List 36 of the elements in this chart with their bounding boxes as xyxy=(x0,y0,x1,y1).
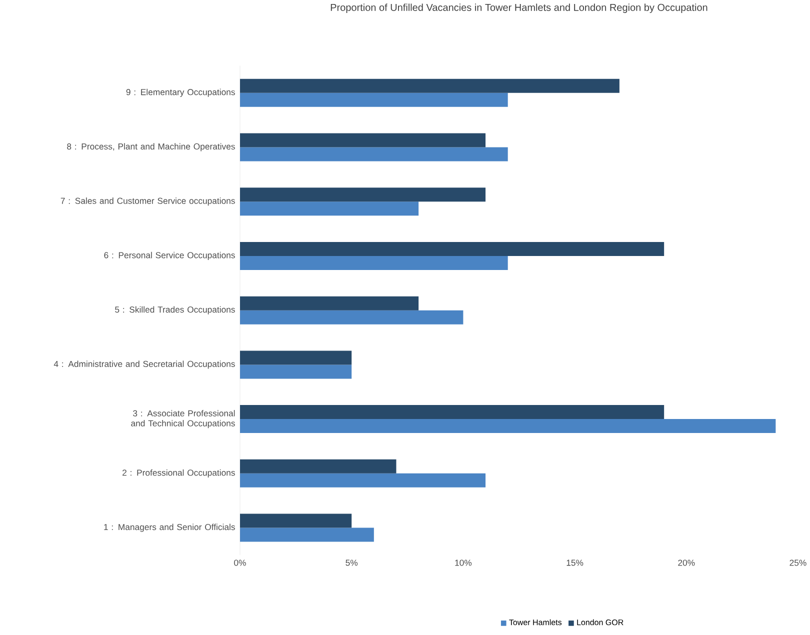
bar xyxy=(240,459,396,474)
bar xyxy=(240,364,352,379)
y-tick-label: 5 : Skilled Trades Occupations xyxy=(115,306,235,314)
y-tick-label: 6 : Personal Service Occupations xyxy=(104,252,235,260)
bar xyxy=(240,310,464,324)
x-tick-label: 0% xyxy=(234,560,246,566)
y-tick-label: 8 : Process, Plant and Machine Operatives xyxy=(67,143,235,152)
y-tick-label: 2 : Professional Occupations xyxy=(122,469,235,478)
bar xyxy=(240,92,508,107)
x-tick-label: 25% xyxy=(790,560,806,566)
bar xyxy=(240,528,374,542)
y-tick-label: 1 : Managers and Senior Officials xyxy=(104,524,235,532)
bar xyxy=(240,188,486,202)
bar xyxy=(240,473,486,488)
bar xyxy=(240,405,664,420)
x-tick-label: 5% xyxy=(346,560,358,566)
legend-label: Tower Hamlets xyxy=(509,619,562,626)
y-tick-label: 3 : Associate Professional and Technical Occupations xyxy=(131,410,235,428)
bar xyxy=(240,514,352,528)
chart-title: Proportion of Unfilled Vacancies in Tower Hamlets and London Region by Occupation xyxy=(330,4,708,13)
bar xyxy=(240,256,508,270)
bar xyxy=(240,147,508,162)
bar xyxy=(240,133,486,148)
bar xyxy=(240,242,664,256)
y-tick-label: 7 : Sales and Customer Service occupations xyxy=(60,198,235,206)
legend-label: London GOR xyxy=(577,619,624,626)
bar xyxy=(240,350,352,365)
x-tick-label: 15% xyxy=(566,560,584,566)
x-tick-label: 10% xyxy=(455,560,472,566)
bar xyxy=(240,419,776,434)
x-tick-label: 20% xyxy=(678,560,695,566)
bar xyxy=(240,296,419,310)
y-tick-label: 9 : Elementary Occupations xyxy=(126,88,235,97)
bar xyxy=(240,202,419,216)
bar xyxy=(240,78,620,93)
y-tick-label: 4 : Administrative and Secretarial Occupations xyxy=(54,360,235,369)
